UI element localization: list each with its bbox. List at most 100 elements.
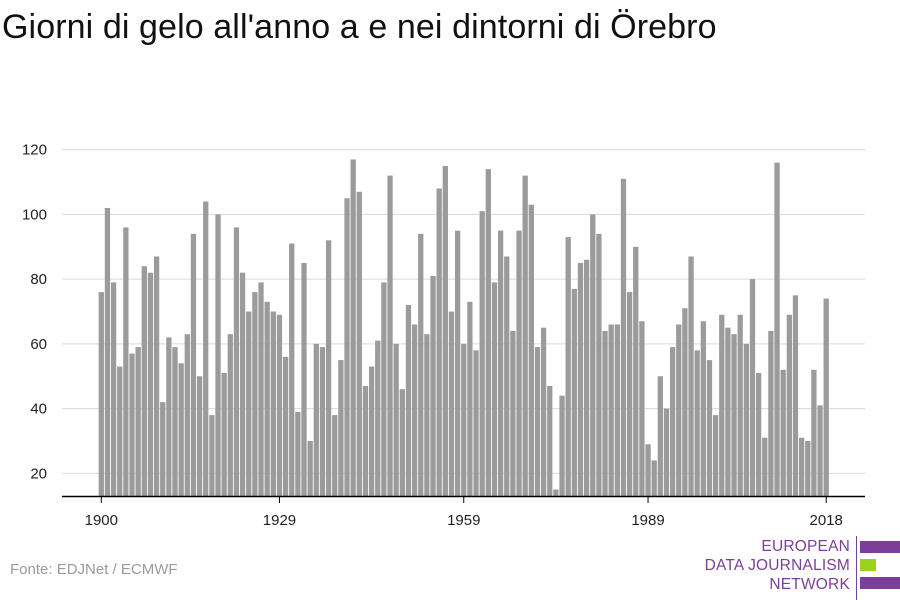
bar-2001 <box>719 314 725 496</box>
bar-1946 <box>381 282 387 496</box>
bar-2000 <box>712 415 719 496</box>
bar-2011 <box>780 369 786 496</box>
bar-1965 <box>497 230 504 496</box>
bar-1944 <box>368 366 375 496</box>
bar-2018 <box>823 298 829 496</box>
logo-divider <box>856 536 857 600</box>
y-tick-label-40: 40 <box>30 401 47 418</box>
y-tick-label-20: 20 <box>30 465 47 482</box>
bar-1951 <box>411 324 418 496</box>
bar-1954 <box>430 275 436 496</box>
bar-1943 <box>362 385 369 496</box>
bar-1950 <box>405 305 412 496</box>
bar-1908 <box>147 272 154 496</box>
bar-1940 <box>344 198 350 496</box>
logo-text-line-3: NETWORK <box>769 576 850 593</box>
bar-1983 <box>608 324 614 496</box>
bar-1998 <box>700 321 706 496</box>
bar-1963 <box>485 169 491 496</box>
bar-1919 <box>215 214 221 496</box>
x-tick-label-2018: 2018 <box>810 512 843 529</box>
bar-1984 <box>614 324 620 496</box>
chart-title: Giorni di gelo all'anno a e nei dintorni… <box>2 8 717 46</box>
bar-1917 <box>203 201 209 497</box>
bar-1987 <box>633 246 639 496</box>
bar-1947 <box>387 175 393 496</box>
y-tick-label-100: 100 <box>22 206 47 223</box>
bar-1967 <box>510 330 516 496</box>
bar-1976 <box>565 237 571 496</box>
bar-1932 <box>295 411 301 496</box>
bar-1977 <box>571 288 577 496</box>
bar-1911 <box>166 337 172 496</box>
bar-1966 <box>504 256 510 496</box>
bar-1994 <box>676 324 682 496</box>
bar-1975 <box>559 395 565 496</box>
bar-1900 <box>98 292 104 496</box>
x-tick-label-1989: 1989 <box>631 512 664 529</box>
bar-1904 <box>123 227 129 496</box>
bar-1903 <box>117 366 123 496</box>
bar-1985 <box>620 178 627 496</box>
logo-text-line-1: EUROPEAN <box>761 538 850 555</box>
bar-1978 <box>577 262 584 496</box>
bar-1997 <box>694 350 700 496</box>
bar-1918 <box>209 415 215 496</box>
bar-1928 <box>270 311 276 496</box>
bar-1996 <box>688 256 694 496</box>
bar-1955 <box>436 188 442 497</box>
bar-2015 <box>805 440 811 496</box>
bar-1956 <box>442 165 448 496</box>
bars <box>98 159 829 497</box>
bar-2003 <box>731 334 737 496</box>
bar-2012 <box>786 314 792 496</box>
logo-text-line-2: DATA JOURNALISM <box>704 557 850 574</box>
bar-1959 <box>461 343 467 496</box>
bar-1986 <box>626 292 633 496</box>
edjnet-logo: EUROPEAN DATA JOURNALISM NETWORK <box>690 536 900 600</box>
source-credit: Fonte: EDJNet / ECMWF <box>10 561 178 578</box>
bar-1972 <box>540 327 547 496</box>
bar-2017 <box>817 405 823 496</box>
y-tick-label-60: 60 <box>30 336 47 353</box>
bar-1970 <box>528 204 534 497</box>
logo-bar-green <box>860 559 876 571</box>
bar-1934 <box>307 440 313 496</box>
bar-1909 <box>153 256 160 496</box>
bar-1938 <box>332 415 338 496</box>
bar-2010 <box>774 162 780 496</box>
bar-1925 <box>252 292 258 496</box>
bar-1988 <box>639 321 645 496</box>
bar-1937 <box>325 240 332 496</box>
bar-1914 <box>184 334 190 496</box>
bar-1980 <box>590 214 596 496</box>
x-tick-label-1900: 1900 <box>85 512 118 529</box>
bar-1941 <box>350 159 356 497</box>
bar-1995 <box>682 308 688 496</box>
bar-2005 <box>743 343 749 496</box>
bar-1945 <box>375 340 381 496</box>
logo-bar-purple-top <box>860 541 900 553</box>
bar-1981 <box>596 233 602 496</box>
bar-1929 <box>276 314 283 496</box>
bar-1933 <box>301 262 307 496</box>
bar-1979 <box>583 259 590 496</box>
bar-1961 <box>473 350 479 496</box>
bar-1962 <box>479 211 485 496</box>
bar-1989 <box>645 444 651 496</box>
bar-1935 <box>313 343 319 496</box>
bar-1912 <box>172 347 178 496</box>
bar-2004 <box>737 314 743 496</box>
bar-1982 <box>602 330 608 496</box>
bar-1906 <box>135 347 141 496</box>
bar-1993 <box>669 347 676 496</box>
bar-1930 <box>282 356 289 496</box>
bar-1923 <box>239 272 246 496</box>
bar-1971 <box>534 347 541 496</box>
bar-2016 <box>811 369 817 496</box>
bar-1992 <box>663 408 670 496</box>
bar-1926 <box>258 282 264 496</box>
bar-1964 <box>491 282 498 496</box>
bar-1905 <box>129 353 135 496</box>
